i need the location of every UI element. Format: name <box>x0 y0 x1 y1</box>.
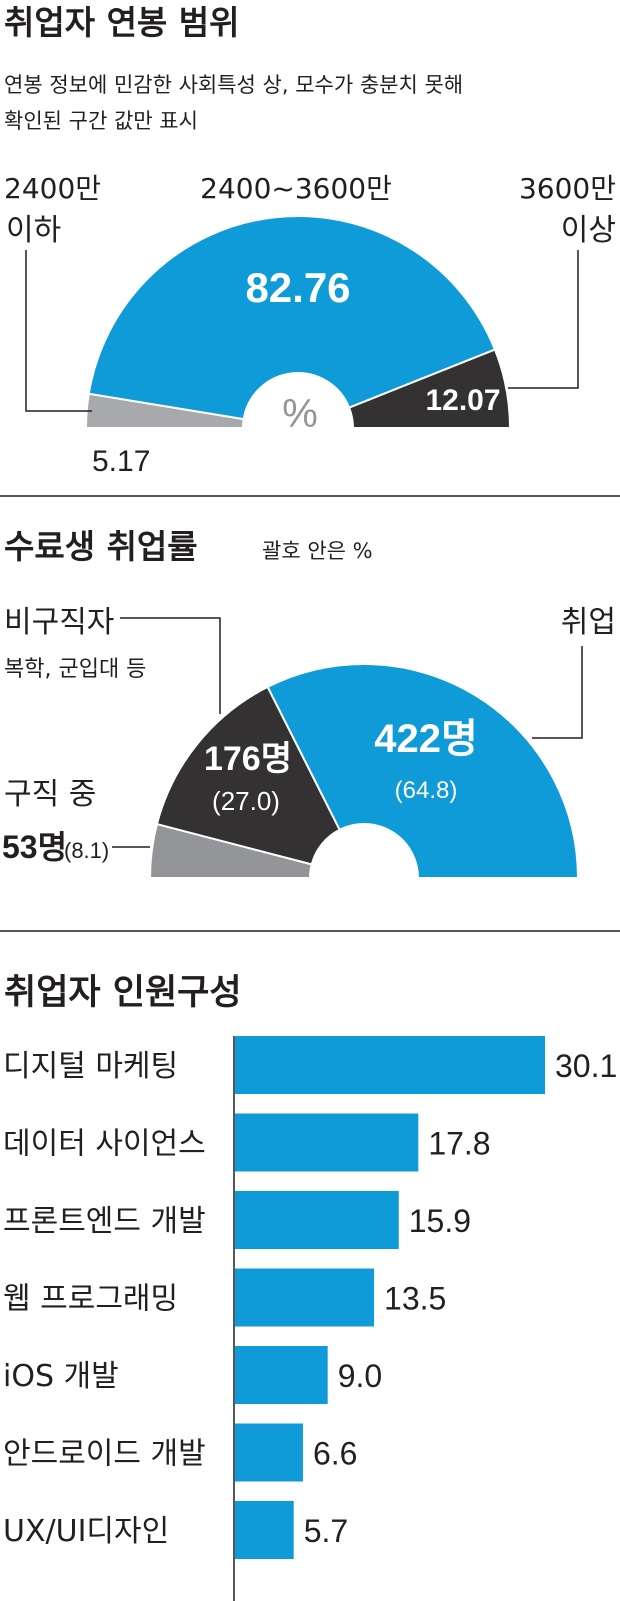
salary-low-value-label: 5.17 <box>92 445 150 478</box>
employment-half-donut <box>148 663 580 879</box>
employment-employed-label: 취업 <box>561 605 616 640</box>
salary-mid-value-label: 82.76 <box>245 264 350 311</box>
bar-1 <box>235 1113 419 1172</box>
bar-category-label-3: 웹 프로그래밍 <box>3 1282 178 1317</box>
employment-noncredit-label: 비구직자 <box>4 605 114 640</box>
bar-value-label-5: 6.6 <box>313 1436 357 1472</box>
salary-high-label-line2: 이상 <box>561 213 616 248</box>
salary-half-donut <box>84 215 512 429</box>
salary-unit-label: % <box>282 392 318 436</box>
bar-4 <box>235 1346 328 1404</box>
bar-value-label-6: 5.7 <box>304 1513 348 1549</box>
employment-noncredit-count: 176명 <box>204 740 292 778</box>
employment-slice-noncredit <box>155 685 342 866</box>
bar-category-label-6: UX/UI디자인 <box>3 1514 169 1549</box>
salary-high-value-label: 12.07 <box>425 384 500 417</box>
employment-employed-percent: (64.8) <box>395 777 458 804</box>
employment-noncredit-leader-line <box>120 617 221 714</box>
employment-noncredit-desc: 복학, 군입대 등 <box>4 657 146 682</box>
employment-seeking-count: 53명 <box>2 829 67 865</box>
bar-value-label-3: 13.5 <box>384 1281 446 1317</box>
salary-slice-mid <box>87 215 497 421</box>
bar-0 <box>235 1036 545 1094</box>
composition-title: 취업자 인원구성 <box>4 973 242 1013</box>
salary-note-line1: 연봉 정보에 민감한 사회특성 상, 모수가 충분치 못해 <box>4 73 463 97</box>
bar-category-label-4: iOS 개발 <box>3 1359 119 1394</box>
composition-bar-chart: 디지털 마케팅 30.1 데이터 사이언스 17.8 프론트엔드 개발 15.9 웹 프로그… <box>3 1036 617 1559</box>
bar-category-label-2: 프론트엔드 개발 <box>3 1204 206 1239</box>
salary-high-leader-line <box>508 250 579 389</box>
salary-slice-high <box>347 348 512 429</box>
salary-low-label-line1: 2400만 <box>4 172 101 205</box>
bar-value-label-2: 15.9 <box>409 1203 471 1239</box>
employment-subtitle: 괄호 안은 % <box>262 539 373 563</box>
employment-seeking-label: 구직 중 <box>4 777 96 812</box>
bar-category-label-1: 데이터 사이언스 <box>3 1127 206 1162</box>
bar-value-label-4: 9.0 <box>338 1358 382 1394</box>
bar-category-label-0: 디지털 마케팅 <box>3 1049 178 1084</box>
employment-noncredit-percent: (27.0) <box>212 786 280 816</box>
bar-category-label-5: 안드로이드 개발 <box>3 1437 206 1472</box>
employment-title: 수료생 취업률 <box>4 527 198 566</box>
salary-mid-label: 2400~3600만 <box>200 172 392 205</box>
salary-low-leader-line <box>25 250 92 412</box>
bar-3 <box>235 1268 375 1327</box>
bar-value-label-0: 30.1 <box>555 1048 617 1084</box>
salary-note-line2: 확인된 구간 값만 표시 <box>4 109 198 133</box>
bar-6 <box>235 1501 294 1559</box>
employment-employed-count: 422명 <box>374 717 478 761</box>
employment-seeking-percent: (8.1) <box>64 838 109 863</box>
employment-employed-leader-line <box>532 646 583 739</box>
salary-title: 취업자 연봉 범위 <box>4 3 240 42</box>
bar-value-label-1: 17.8 <box>428 1126 490 1162</box>
salary-high-label-line1: 3600만 <box>519 172 616 205</box>
bar-5 <box>235 1423 303 1482</box>
employment-slice-employed <box>266 663 580 879</box>
bar-2 <box>235 1191 399 1249</box>
salary-low-label-line2: 이하 <box>6 213 61 248</box>
